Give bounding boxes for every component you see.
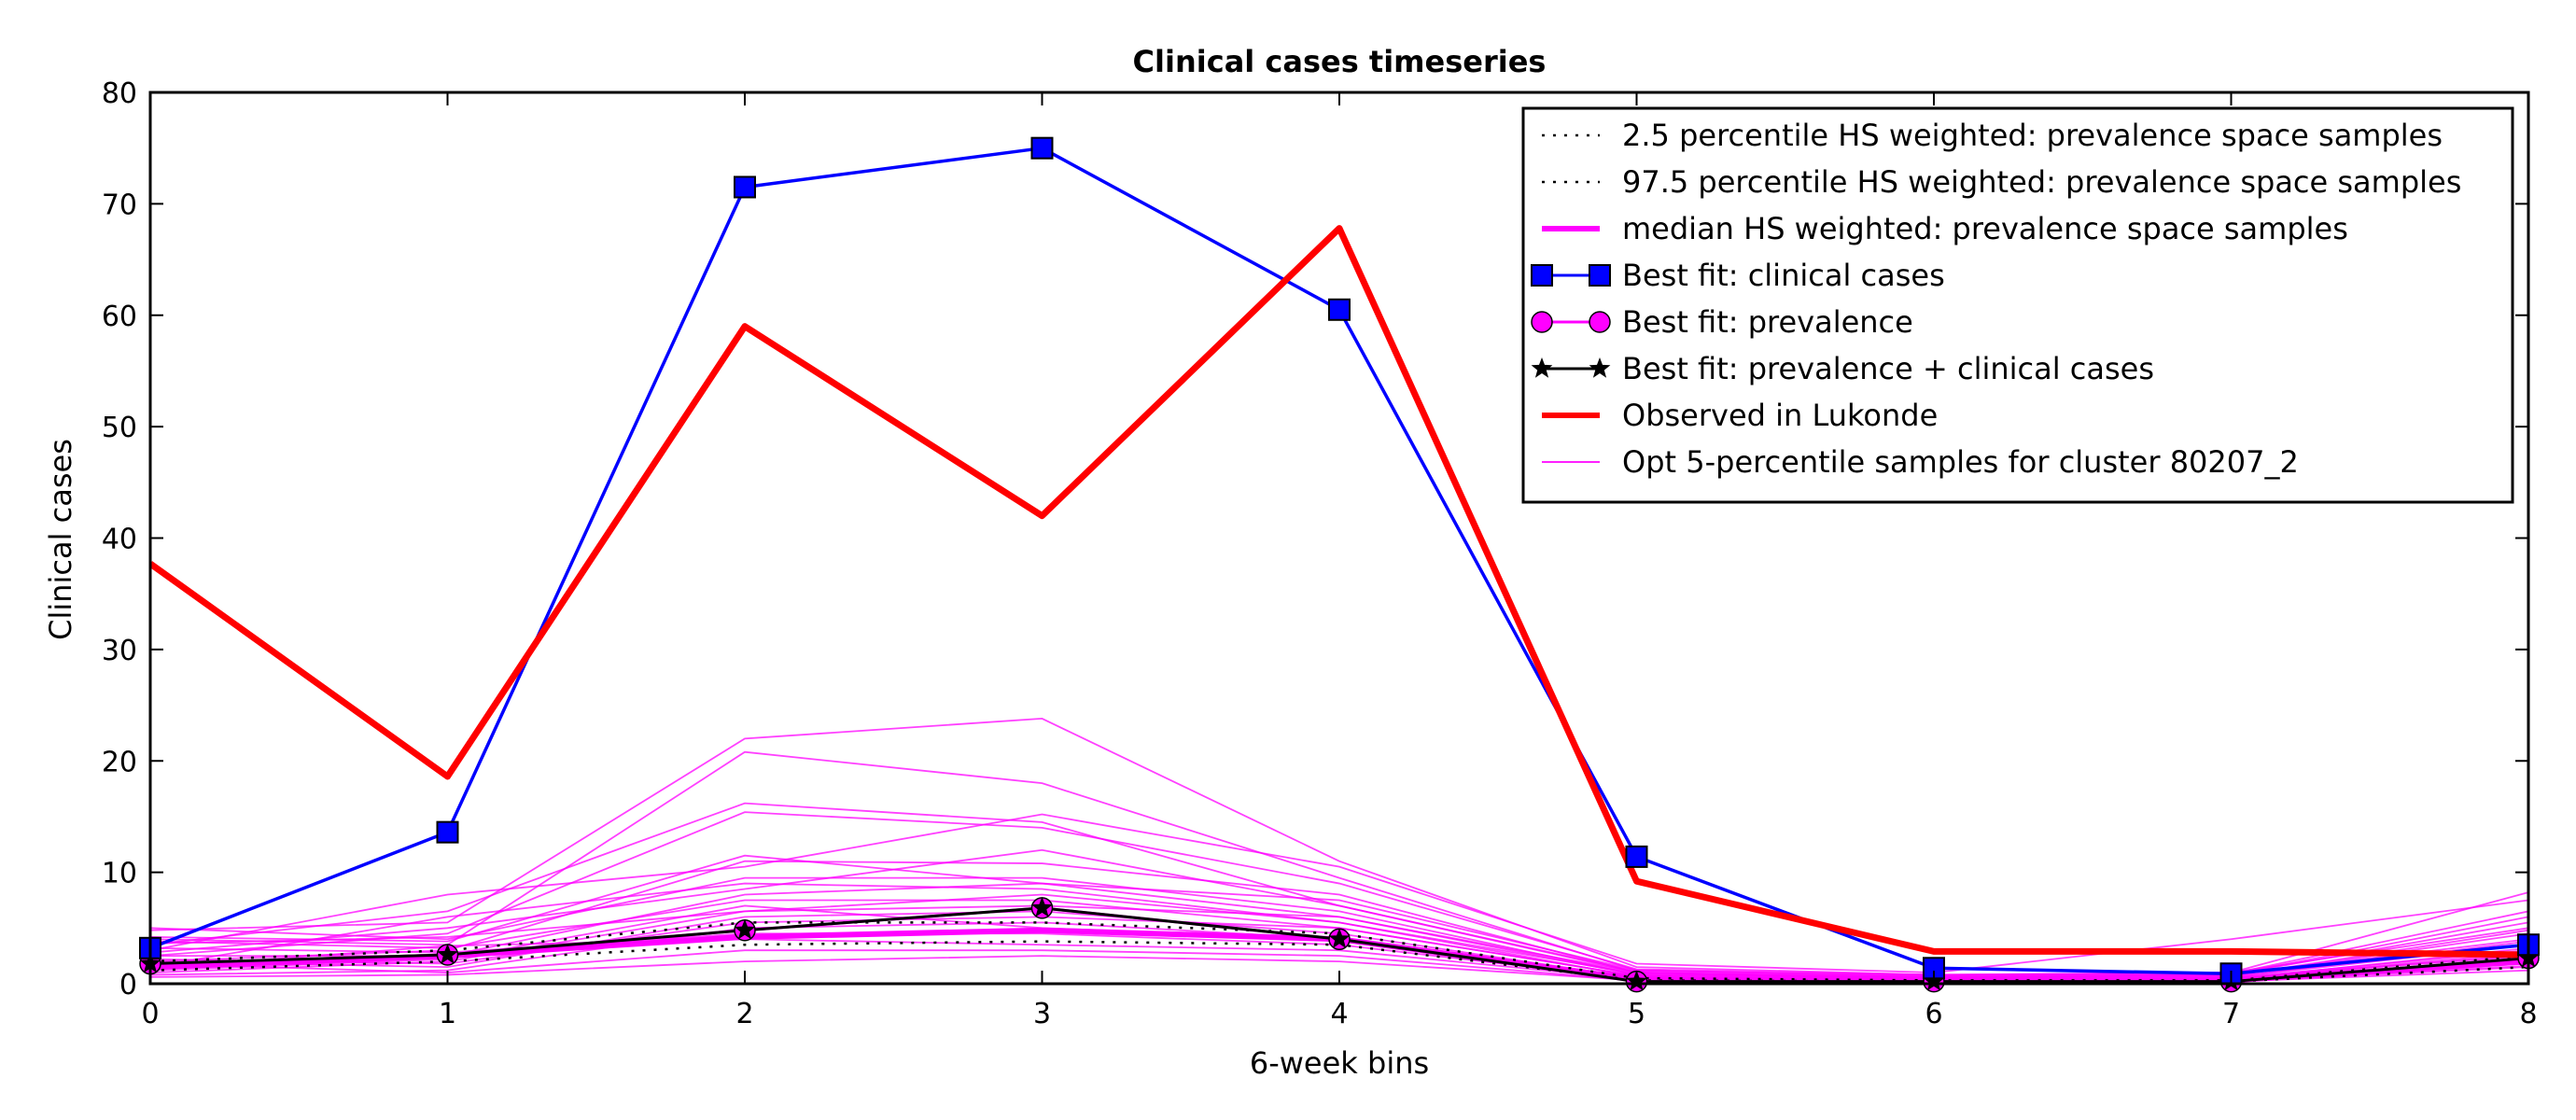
y-tick-label-3: 30 bbox=[102, 635, 137, 667]
legend-label-series-2: median HS weighted: prevalence space sam… bbox=[1622, 211, 2348, 246]
series-5-marker-4 bbox=[1328, 928, 1351, 948]
series-3-marker-4 bbox=[1328, 298, 1351, 321]
x-axis-ticks: 0 1 2 3 4 5 6 7 8 bbox=[141, 92, 2538, 1030]
legend-label-series-5: Best fit: prevalence + clinical cases bbox=[1622, 351, 2154, 386]
legend: 2.5 percentile HS weighted: prevalence s… bbox=[1521, 106, 2514, 504]
y-axis-ticks: 0 10 20 30 40 50 60 70 80 bbox=[102, 77, 2528, 1001]
legend-marker-start-series-4 bbox=[1531, 311, 1553, 333]
legend-marker-start-series-3 bbox=[1531, 264, 1553, 287]
sample-line-19 bbox=[150, 904, 2528, 979]
y-tick-label-2: 20 bbox=[102, 746, 137, 778]
x-tick-label-2: 2 bbox=[735, 998, 753, 1030]
y-tick-label-1: 10 bbox=[102, 858, 137, 890]
plot-area bbox=[139, 136, 2540, 993]
legend-marker-start-series-5 bbox=[1531, 357, 1553, 378]
x-axis-label: 6-week bins bbox=[1250, 1045, 1429, 1081]
series-3-marker-1 bbox=[436, 820, 459, 844]
y-axis-label: Clinical cases bbox=[43, 439, 78, 640]
legend-marker-end-series-3 bbox=[1589, 264, 1611, 287]
legend-label-series-3: Best fit: clinical cases bbox=[1622, 258, 1945, 293]
sample-line-17 bbox=[150, 848, 2528, 978]
series-5-marker-3 bbox=[1031, 896, 1053, 917]
series-line-6 bbox=[150, 225, 2528, 959]
x-tick-label-8: 8 bbox=[2519, 998, 2537, 1030]
x-tick-label-1: 1 bbox=[439, 998, 456, 1030]
x-tick-label-5: 5 bbox=[1628, 998, 1645, 1030]
y-tick-label-6: 60 bbox=[102, 301, 137, 333]
legend-label-samples: Opt 5-percentile samples for cluster 802… bbox=[1622, 444, 2299, 480]
x-tick-label-4: 4 bbox=[1330, 998, 1348, 1030]
series-3-marker-3 bbox=[1030, 136, 1054, 160]
y-tick-label-5: 50 bbox=[102, 412, 137, 444]
series-3-marker-5 bbox=[1625, 845, 1648, 868]
legend-label-series-4: Best fit: prevalence bbox=[1622, 304, 1913, 340]
y-tick-label-0: 0 bbox=[119, 969, 137, 1001]
x-tick-label-7: 7 bbox=[2222, 998, 2240, 1030]
legend-label-series-1: 97.5 percentile HS weighted: prevalence … bbox=[1622, 164, 2461, 200]
sample-line-16 bbox=[150, 854, 2528, 977]
series-5-marker-1 bbox=[437, 944, 458, 964]
y-tick-label-4: 40 bbox=[102, 524, 137, 556]
y-tick-label-8: 80 bbox=[102, 77, 137, 110]
x-tick-label-6: 6 bbox=[1925, 998, 1942, 1030]
legend-box bbox=[1521, 106, 2514, 504]
x-tick-label-3: 3 bbox=[1033, 998, 1051, 1030]
series-3-marker-2 bbox=[734, 175, 756, 199]
x-tick-label-0: 0 bbox=[141, 998, 159, 1030]
legend-marker-end-series-4 bbox=[1589, 311, 1611, 333]
series-5-marker-2 bbox=[734, 918, 756, 940]
chart-title: Clinical cases timeseries bbox=[1133, 44, 1547, 79]
legend-marker-end-series-5 bbox=[1589, 357, 1611, 378]
legend-label-series-6: Observed in Lukonde bbox=[1622, 398, 1938, 433]
y-tick-label-7: 70 bbox=[102, 189, 137, 221]
legend-label-series-0: 2.5 percentile HS weighted: prevalence s… bbox=[1622, 118, 2443, 153]
